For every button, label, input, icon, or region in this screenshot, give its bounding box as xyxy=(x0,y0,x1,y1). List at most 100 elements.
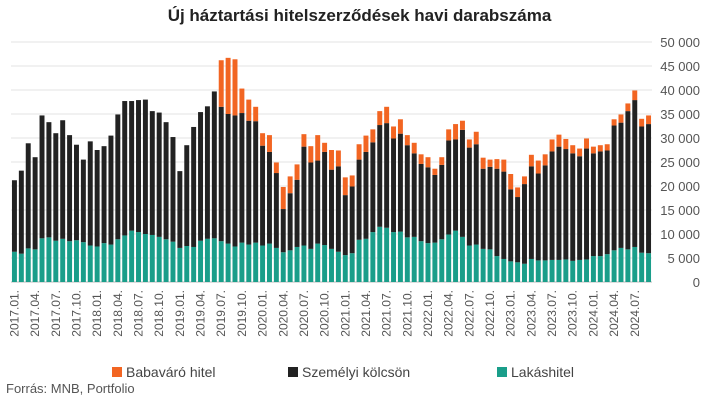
bar-segment-lakashitel xyxy=(136,232,141,282)
x-tick-label: 2020.10. xyxy=(318,290,332,337)
bar-segment-lakashitel xyxy=(94,246,100,282)
bar-segment-szemelyi xyxy=(18,170,24,254)
bar-segment-babavaro xyxy=(418,154,424,164)
bar-segment-szemelyi xyxy=(74,144,79,241)
bar-segment-lakashitel xyxy=(535,260,541,282)
bar-segment-szemelyi xyxy=(260,145,266,246)
bar-segment-babavaro xyxy=(611,119,617,126)
bar-segment-lakashitel xyxy=(501,258,507,282)
bar-segment-szemelyi xyxy=(356,159,362,240)
bar-segment-szemelyi xyxy=(184,145,190,246)
bar-segment-szemelyi xyxy=(32,157,38,250)
bar-segment-szemelyi xyxy=(177,171,183,248)
x-tick-label: 2017.01. xyxy=(7,290,21,337)
bar-segment-lakashitel xyxy=(363,238,369,282)
bar-segment-lakashitel xyxy=(322,245,328,282)
bar-segment-lakashitel xyxy=(225,243,231,282)
bar-segment-babavaro xyxy=(239,88,245,114)
bar-segment-lakashitel xyxy=(342,255,348,282)
bar-segment-szemelyi xyxy=(94,150,100,247)
x-tick-label: 2024.01. xyxy=(586,290,600,337)
bar-segment-lakashitel xyxy=(370,232,376,282)
bar-segment-lakashitel xyxy=(439,239,445,282)
y-tick-label: 35 000 xyxy=(660,107,700,122)
bar-segment-szemelyi xyxy=(287,193,293,251)
bar-segment-babavaro xyxy=(480,157,486,169)
bar-segment-babavaro xyxy=(273,162,279,174)
x-tick-label: 2022.01. xyxy=(421,290,435,337)
bar-segment-babavaro xyxy=(563,138,569,150)
bar-segment-szemelyi xyxy=(342,195,348,256)
bar-segment-szemelyi xyxy=(308,162,314,249)
x-tick-label: 2018.10. xyxy=(152,290,166,337)
x-tick-label: 2022.04. xyxy=(442,290,456,337)
bar-segment-lakashitel xyxy=(163,239,169,282)
bar-segment-lakashitel xyxy=(528,258,534,282)
bar-segment-szemelyi xyxy=(129,101,135,231)
bar-segment-szemelyi xyxy=(53,133,59,241)
bar-segment-lakashitel xyxy=(39,238,45,282)
bar-segment-szemelyi xyxy=(404,145,410,238)
bar-segment-lakashitel xyxy=(473,244,479,282)
bar-segment-szemelyi xyxy=(136,100,141,233)
bar-segment-babavaro xyxy=(549,139,555,152)
bar-segment-lakashitel xyxy=(384,227,390,282)
bar-segment-lakashitel xyxy=(122,235,128,282)
source-note: Forrás: MNB, Portfolio xyxy=(6,381,135,396)
bar-segment-babavaro xyxy=(646,115,652,125)
bar-segment-lakashitel xyxy=(108,244,114,282)
bar-segment-lakashitel xyxy=(301,245,307,282)
bar-segment-lakashitel xyxy=(115,239,121,282)
bar-segment-szemelyi xyxy=(432,174,438,243)
bar-segment-szemelyi xyxy=(577,156,583,260)
bar-segment-szemelyi xyxy=(425,167,431,244)
bar-segment-lakashitel xyxy=(80,242,86,282)
bar-segment-lakashitel xyxy=(632,246,638,282)
bar-segment-babavaro xyxy=(363,135,369,152)
bar-segment-lakashitel xyxy=(142,234,148,282)
bar-segment-lakashitel xyxy=(101,243,107,282)
bar-segment-lakashitel xyxy=(459,236,465,282)
bar-segment-lakashitel xyxy=(411,236,417,282)
bar-segment-szemelyi xyxy=(597,151,603,257)
bar-segment-babavaro xyxy=(439,157,445,165)
bar-segment-lakashitel xyxy=(129,230,135,282)
bar-segment-szemelyi xyxy=(397,133,403,232)
bar-segment-szemelyi xyxy=(108,135,114,245)
bar-segment-szemelyi xyxy=(418,163,424,242)
bar-segment-szemelyi xyxy=(46,122,52,238)
bar-segment-szemelyi xyxy=(363,151,369,239)
bar-segment-lakashitel xyxy=(232,246,238,282)
y-tick-label: 45 000 xyxy=(660,59,700,74)
bar-segment-babavaro xyxy=(308,146,314,163)
x-tick-label: 2017.04. xyxy=(28,290,42,337)
bar-segment-szemelyi xyxy=(225,114,231,244)
bar-segment-lakashitel xyxy=(597,256,603,282)
bar-segment-lakashitel xyxy=(87,245,93,282)
bar-segment-lakashitel xyxy=(218,241,224,282)
x-tick-label: 2024.07. xyxy=(628,290,642,337)
legend-label-lakashitel: Lakáshitel xyxy=(511,364,575,380)
bar-segment-babavaro xyxy=(446,129,452,141)
bar-segment-lakashitel xyxy=(391,232,397,282)
bar-segment-lakashitel xyxy=(563,259,569,282)
bar-segment-lakashitel xyxy=(53,240,59,282)
bar-segment-babavaro xyxy=(453,124,459,140)
bar-segment-lakashitel xyxy=(211,238,217,282)
bar-segment-lakashitel xyxy=(494,256,500,282)
bar-segment-lakashitel xyxy=(577,259,583,282)
bar-segment-lakashitel xyxy=(646,253,652,282)
bar-segment-szemelyi xyxy=(115,114,121,240)
bar-segment-szemelyi xyxy=(522,184,527,264)
bar-segment-lakashitel xyxy=(515,262,521,282)
bar-segment-szemelyi xyxy=(122,101,128,236)
bar-segment-szemelyi xyxy=(528,166,534,259)
bar-segment-szemelyi xyxy=(549,151,555,260)
bar-segment-babavaro xyxy=(577,148,583,157)
bar-segment-szemelyi xyxy=(453,139,459,231)
bar-segment-babavaro xyxy=(391,126,397,139)
bar-segment-szemelyi xyxy=(625,111,631,250)
bar-segment-lakashitel xyxy=(191,246,197,282)
bar-segment-szemelyi xyxy=(163,122,169,240)
bar-segment-babavaro xyxy=(356,144,362,160)
